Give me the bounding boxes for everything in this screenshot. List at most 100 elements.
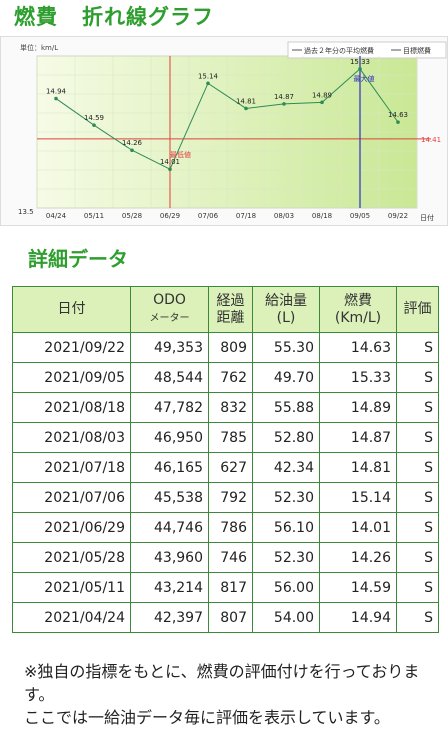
x-tick-label: 07/18 (236, 212, 256, 220)
cell-efficiency: 15.33 (319, 362, 397, 393)
chart-legend: 過去２年分の平均燃費 目標燃費 (287, 41, 447, 59)
cell-fuel: 42.34 (252, 452, 320, 483)
x-tick-label: 05/11 (84, 212, 104, 220)
data-point (206, 81, 210, 86)
cell-fuel: 52.80 (252, 422, 320, 453)
table-row: 2021/09/22 49,353 809 55.30 14.63 S (12, 332, 439, 363)
cell-odo: 45,538 (130, 482, 209, 513)
header-fuel-line2: (L) (276, 309, 296, 326)
max-marker-label: 最大値 (354, 74, 375, 83)
header-efficiency: 燃費 (Km/L) (319, 286, 397, 333)
cell-odo: 47,782 (130, 392, 209, 423)
data-label: 14.81 (236, 97, 256, 105)
cell-fuel: 55.88 (252, 392, 320, 423)
cell-date: 2021/06/29 (12, 512, 131, 543)
cell-odo: 42,397 (130, 602, 209, 633)
data-label: 15.33 (350, 58, 370, 66)
data-point (92, 123, 96, 127)
data-label: 14.89 (312, 91, 332, 99)
header-fuel-line1: 給油量 (265, 292, 307, 309)
cell-rating: S (396, 602, 439, 633)
unit-label: 単位：km/L (20, 43, 58, 52)
cell-efficiency: 15.14 (319, 482, 397, 513)
cell-odo: 48,544 (130, 362, 209, 393)
table-header-row: 日付 ODO メーター 経過 距離 給油量 (L) 燃費 (Km/L) 評価 (12, 286, 439, 333)
data-label: 15.14 (198, 72, 219, 80)
x-tick-labels: 04/24 05/11 05/28 06/29 07/06 07/18 08/03 08/18… (46, 212, 408, 220)
cell-rating: S (396, 392, 439, 423)
data-point (168, 167, 172, 172)
series-points (54, 67, 400, 172)
cell-distance: 786 (208, 512, 253, 543)
cell-rating: S (396, 332, 439, 363)
fuel-line-chart: 単位：km/L 過去２年分の平均燃費 目標燃費 14.41 14.94 14.59… (0, 36, 448, 226)
x-tick-label: 04/24 (46, 212, 67, 220)
cell-fuel: 52.30 (252, 482, 320, 513)
detail-section-title: 詳細データ (28, 247, 128, 271)
header-efficiency-line2: (Km/L) (334, 309, 382, 326)
table-row: 2021/05/11 43,214 817 56.00 14.59 S (12, 572, 439, 603)
page-title: 燃費 折れ線グラフ (14, 0, 214, 34)
table-row: 2021/07/06 45,538 792 52.30 15.14 S (12, 482, 439, 513)
cell-date: 2021/08/18 (12, 392, 131, 423)
cell-distance: 785 (208, 422, 253, 453)
data-point (244, 106, 248, 111)
header-date: 日付 (12, 286, 131, 333)
cell-fuel: 54.00 (252, 602, 320, 633)
data-point (130, 148, 134, 153)
cell-fuel: 56.10 (252, 512, 320, 543)
cell-efficiency: 14.63 (319, 332, 397, 363)
cell-odo: 44,746 (130, 512, 209, 543)
table-row: 2021/08/03 46,950 785 52.80 14.87 S (12, 422, 439, 453)
cell-date: 2021/05/11 (12, 572, 131, 603)
y-min-label: 13.5 (18, 208, 34, 216)
table-row: 2021/08/18 47,782 832 55.88 14.89 S (12, 392, 439, 423)
x-axis-label: 日付 (420, 213, 434, 222)
header-distance-line1: 経過 (216, 292, 245, 309)
cell-distance: 746 (208, 542, 253, 573)
header-fuel: 給油量 (L) (252, 286, 320, 333)
x-tick-label: 08/18 (312, 212, 332, 220)
cell-date: 2021/09/05 (12, 362, 131, 393)
x-tick-label: 08/03 (274, 212, 294, 220)
cell-fuel: 56.00 (252, 572, 320, 603)
cell-efficiency: 14.01 (319, 512, 397, 543)
cell-odo: 43,960 (130, 542, 209, 573)
cell-date: 2021/09/22 (12, 332, 131, 363)
data-point (358, 67, 362, 71)
header-distance: 経過 距離 (208, 286, 253, 333)
page-title-sub: 折れ線グラフ (82, 5, 214, 29)
cell-rating: S (396, 422, 439, 453)
cell-rating: S (396, 512, 439, 543)
cell-odo: 46,165 (130, 452, 209, 483)
data-point (282, 102, 286, 106)
header-odo-sub: メーター (149, 313, 190, 324)
header-date-label: 日付 (57, 301, 86, 317)
cell-odo: 43,214 (130, 572, 209, 603)
cell-rating: S (396, 362, 439, 393)
cell-distance: 792 (208, 482, 253, 513)
cell-distance: 627 (208, 452, 253, 483)
cell-efficiency: 14.26 (319, 542, 397, 573)
table-row: 2021/06/29 44,746 786 56.10 14.01 S (12, 512, 439, 543)
cell-date: 2021/07/06 (12, 482, 131, 513)
cell-rating: S (396, 572, 439, 603)
table-row: 2021/07/18 46,165 627 42.34 14.81 S (12, 452, 439, 483)
table-row: 2021/04/24 42,397 807 54.00 14.94 S (12, 602, 439, 633)
x-tick-label: 05/28 (122, 212, 142, 220)
cell-distance: 832 (208, 392, 253, 423)
series-line (55, 68, 399, 170)
cell-efficiency: 14.87 (319, 422, 397, 453)
cell-distance: 817 (208, 572, 253, 603)
table-row: 2021/05/28 43,960 746 52.30 14.26 S (12, 542, 439, 573)
cell-efficiency: 14.81 (319, 452, 397, 483)
cell-rating: S (396, 542, 439, 573)
point-labels: 14.94 14.59 14.26 14.01 15.14 14.81 14.87 14.89… (46, 58, 408, 166)
average-reference-label: 14.41 (421, 136, 441, 144)
cell-efficiency: 14.59 (319, 572, 397, 603)
cell-fuel: 49.70 (252, 362, 320, 393)
header-odo-label: ODO (153, 292, 186, 308)
data-point (320, 100, 324, 105)
cell-efficiency: 14.89 (319, 392, 397, 423)
data-label: 14.01 (160, 158, 180, 166)
